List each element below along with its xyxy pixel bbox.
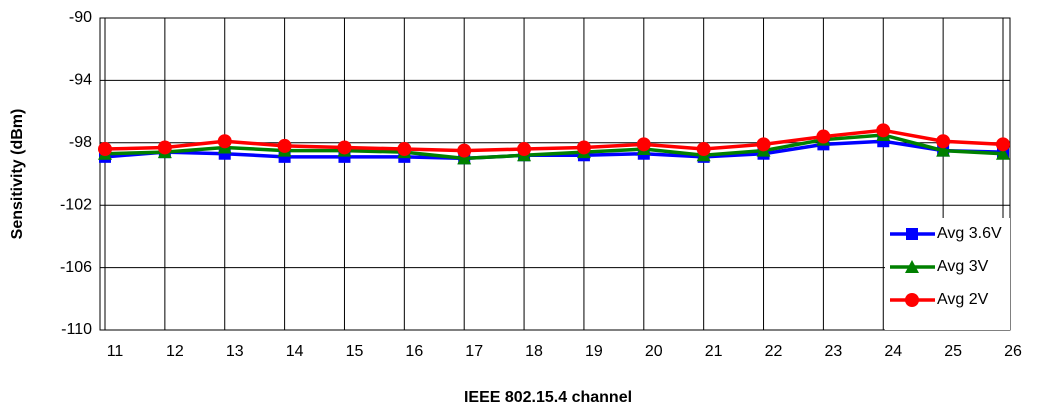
x-tick-label: 12 — [166, 343, 184, 360]
series-line — [104, 133, 1004, 161]
x-tick-label: 23 — [825, 343, 843, 360]
marker — [576, 140, 591, 155]
marker — [905, 293, 919, 307]
x-tick-label: 26 — [1004, 343, 1022, 360]
marker — [457, 143, 472, 158]
x-tick-label: 14 — [286, 343, 304, 360]
marker — [277, 138, 292, 153]
series-line — [104, 128, 1004, 153]
marker — [98, 142, 112, 157]
x-tick-label: 21 — [705, 343, 723, 360]
y-tick-label: -106 — [60, 259, 92, 276]
y-tick-label: -98 — [69, 134, 92, 151]
x-axis-label: IEEE 802.15.4 channel — [464, 389, 632, 406]
x-tick-label: 11 — [107, 343, 124, 360]
marker — [905, 260, 919, 273]
x-tick-label: 24 — [884, 343, 902, 360]
marker — [397, 142, 412, 157]
marker — [996, 146, 1010, 160]
marker — [337, 140, 352, 155]
marker — [457, 151, 472, 165]
legend: Avg 3.6V Avg 3V Avg 2V — [885, 218, 1010, 330]
y-tick-label: -90 — [69, 9, 92, 26]
x-tick-label: 13 — [226, 343, 244, 360]
marker — [936, 143, 951, 157]
x-tick-label: 18 — [525, 343, 543, 360]
marker — [696, 142, 711, 157]
marker — [816, 129, 831, 144]
marker — [217, 134, 232, 149]
marker — [636, 137, 651, 152]
marker — [157, 140, 172, 155]
x-tick-label: 22 — [765, 343, 783, 360]
x-tick-label: 19 — [585, 343, 603, 360]
plot-area — [99, 17, 1011, 331]
y-tick-label: -110 — [61, 321, 92, 338]
legend-box — [885, 218, 1010, 330]
legend-label: Avg 3V — [937, 258, 989, 275]
x-tick-label: 25 — [944, 343, 962, 360]
x-tick-label: 16 — [405, 343, 423, 360]
y-axis-label: Sensitivity (dBm) — [9, 109, 26, 240]
marker — [756, 137, 771, 152]
x-tick-label: 17 — [465, 343, 483, 360]
marker — [876, 123, 891, 138]
marker — [996, 137, 1010, 152]
marker — [906, 228, 918, 240]
y-tick-label: -94 — [69, 72, 92, 89]
legend-label: Avg 3.6V — [937, 225, 1002, 242]
legend-label: Avg 2V — [937, 291, 989, 308]
marker — [517, 142, 532, 157]
y-tick-label: -102 — [60, 196, 92, 213]
marker — [936, 134, 951, 149]
x-tick-label: 15 — [346, 343, 364, 360]
x-tick-label: 20 — [645, 343, 663, 360]
